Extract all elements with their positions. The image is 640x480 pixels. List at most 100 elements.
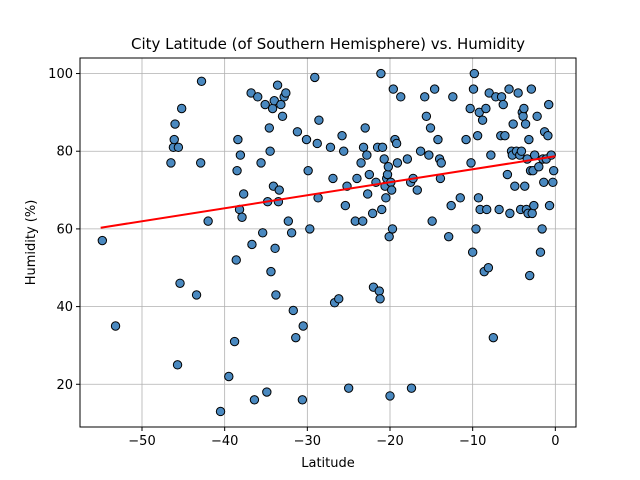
data-point — [166, 158, 176, 168]
data-point — [376, 68, 386, 79]
data-point — [364, 169, 375, 180]
data-point — [265, 146, 275, 156]
data-point — [266, 266, 276, 277]
data-point — [381, 193, 391, 203]
y-tick-label: 100 — [48, 67, 73, 82]
data-point — [544, 200, 555, 211]
data-point — [238, 189, 249, 199]
data-point — [276, 99, 286, 110]
data-point — [483, 263, 494, 273]
data-point — [518, 111, 528, 121]
data-point — [312, 138, 322, 149]
data-point — [281, 88, 291, 98]
data-point — [504, 84, 514, 94]
x-tick-label: 0 — [551, 434, 559, 449]
data-point — [473, 193, 484, 203]
data-point — [427, 216, 437, 226]
data-point — [274, 185, 284, 195]
data-point — [233, 134, 243, 145]
data-point — [367, 208, 378, 219]
data-point — [421, 111, 432, 121]
data-point — [303, 165, 313, 176]
data-point — [471, 224, 481, 234]
data-point — [231, 255, 241, 265]
data-point — [412, 185, 422, 195]
data-point — [519, 103, 529, 114]
data-point — [436, 158, 446, 168]
data-point — [337, 130, 347, 141]
data-point — [446, 200, 456, 211]
data-point — [420, 92, 430, 102]
data-point — [529, 200, 539, 211]
data-point — [358, 142, 369, 153]
plot-area-frame — [79, 57, 577, 428]
x-tick-label: −30 — [294, 434, 321, 449]
data-point — [257, 228, 268, 238]
x-tick-label: −50 — [128, 434, 155, 449]
data-point — [249, 395, 260, 405]
data-point — [176, 103, 187, 114]
data-point — [467, 247, 478, 257]
y-axis-label: Humidity (%) — [24, 200, 39, 286]
y-tick-label: 80 — [56, 145, 73, 160]
data-point — [535, 247, 546, 257]
data-point — [232, 165, 242, 176]
data-point — [386, 185, 397, 195]
data-point — [548, 165, 559, 176]
data-point — [385, 391, 395, 401]
data-point — [544, 99, 554, 110]
data-point — [465, 103, 475, 114]
data-point — [247, 239, 257, 250]
data-point — [271, 290, 281, 300]
data-point — [237, 212, 247, 222]
data-point — [235, 150, 246, 160]
data-point — [425, 123, 436, 133]
data-point — [224, 371, 234, 382]
data-point — [383, 162, 394, 172]
data-point — [379, 154, 389, 164]
data-point — [173, 142, 184, 153]
data-point — [310, 72, 320, 83]
data-point — [172, 360, 183, 370]
data-point — [466, 158, 476, 168]
data-point — [175, 278, 185, 288]
chart-title: City Latitude (of Southern Hemisphere) v… — [131, 35, 525, 53]
data-point — [496, 92, 507, 102]
data-point — [392, 158, 403, 168]
data-point — [520, 119, 531, 129]
data-point — [502, 169, 513, 180]
x-tick-label: −40 — [211, 434, 238, 449]
data-point — [505, 208, 515, 219]
data-point — [391, 138, 402, 149]
data-point — [267, 103, 278, 114]
data-point — [461, 134, 471, 145]
data-point — [339, 146, 349, 156]
axis-ticks: −50 −40 −30 −20 −10 0 20 40 60 80 100 — [48, 67, 559, 449]
data-point — [402, 154, 413, 164]
data-point — [97, 235, 108, 246]
data-point — [169, 134, 179, 145]
data-point — [358, 216, 368, 226]
data-point — [191, 290, 202, 300]
data-point — [110, 321, 121, 331]
data-point — [264, 123, 275, 133]
data-point — [388, 84, 399, 94]
data-point — [215, 406, 226, 417]
data-point — [362, 189, 373, 199]
data-point — [525, 270, 535, 281]
data-point — [375, 294, 385, 304]
data-point — [527, 208, 537, 219]
data-point — [482, 204, 492, 215]
data-point — [429, 84, 440, 94]
data-point — [481, 103, 491, 114]
data-point — [283, 216, 294, 226]
data-point — [325, 142, 336, 153]
data-point — [526, 84, 537, 94]
data-point — [340, 200, 351, 211]
data-point — [343, 383, 354, 393]
data-point — [286, 228, 297, 238]
data-point — [272, 80, 283, 90]
